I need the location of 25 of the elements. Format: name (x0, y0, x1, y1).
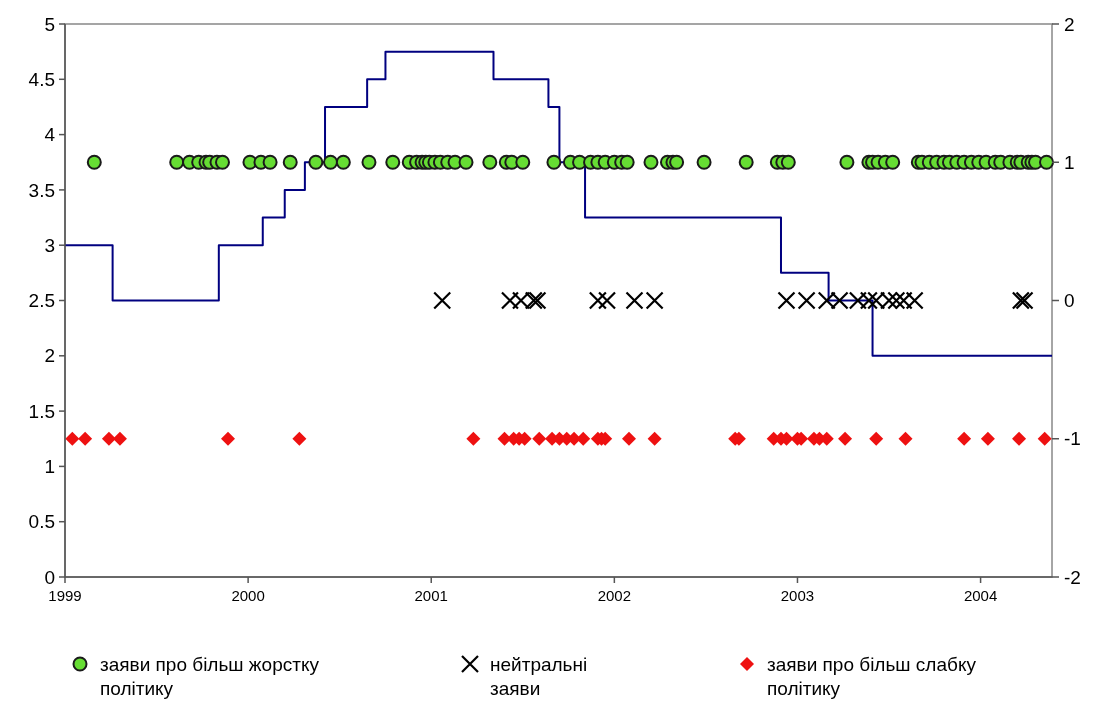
y-tick-label: 2.5 (28, 290, 55, 312)
x-tick-label: 1999 (48, 587, 82, 604)
x-tick-label: 2004 (963, 587, 998, 604)
x-tick-label: 2002 (597, 587, 632, 604)
legend-label: заяви про більш слабку політику (767, 653, 977, 700)
y-tick-label: 4 (44, 124, 56, 146)
y-tick-label: 5 (44, 13, 55, 35)
y-tick-label: 4.5 (28, 68, 55, 90)
y-tick-label: 3.5 (28, 179, 55, 201)
y-tick-label: 2 (44, 345, 55, 367)
y-tick-label: 0.5 (28, 511, 55, 533)
y-tick-label: 0 (44, 566, 55, 588)
y2-tick-label: 0 (1064, 290, 1075, 312)
x-tick-label: 2001 (414, 587, 448, 604)
legend-label: нейтральні заяви (490, 653, 588, 700)
y2-tick-label: -1 (1064, 428, 1081, 450)
y2-tick-label: -2 (1064, 566, 1081, 588)
legend-label: заяви про більш жорстку політику (100, 653, 320, 700)
y-tick-label: 1.5 (28, 400, 55, 422)
x-tick-label: 2000 (231, 587, 265, 604)
y-tick-label: 3 (44, 234, 55, 256)
y2-tick-label: 2 (1064, 13, 1075, 35)
y2-tick-label: 1 (1064, 151, 1075, 173)
y-tick-label: 1 (44, 456, 55, 478)
x-tick-label: 2003 (780, 587, 815, 604)
